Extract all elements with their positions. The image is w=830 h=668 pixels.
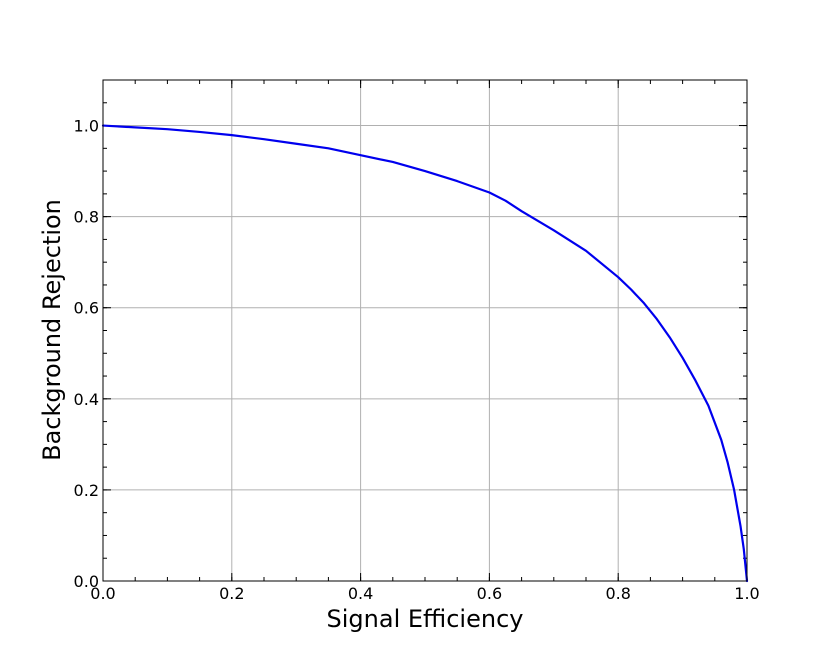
y-tick-label: 1.0 — [74, 117, 99, 136]
y-axis-title: Background Rejection — [38, 199, 66, 461]
series-layer — [101, 124, 749, 583]
x-tick-label: 0.2 — [219, 584, 244, 603]
x-tick-label: 0.0 — [90, 584, 115, 603]
roc-curve-line — [101, 124, 749, 583]
plot-background — [103, 80, 747, 581]
y-tick-label: 0.6 — [74, 299, 99, 318]
y-tick-label: 0.2 — [74, 481, 99, 500]
y-tick-label: 0.4 — [74, 390, 99, 409]
x-tick-label: 1.0 — [734, 584, 759, 603]
x-axis-title: Signal Efficiency — [327, 605, 524, 633]
axes-frame — [102, 79, 748, 582]
x-tick-label: 0.6 — [477, 584, 502, 603]
x-tick-labels: 0.0 0.2 0.4 0.6 0.8 1.0 — [90, 584, 759, 603]
y-tick-label: 0.0 — [74, 572, 99, 591]
y-tick-labels: 0.0 0.2 0.4 0.6 0.8 1.0 — [74, 117, 99, 591]
y-tick-label: 0.8 — [74, 208, 99, 227]
x-tick-label: 0.8 — [605, 584, 630, 603]
x-tick-label: 0.4 — [348, 584, 373, 603]
